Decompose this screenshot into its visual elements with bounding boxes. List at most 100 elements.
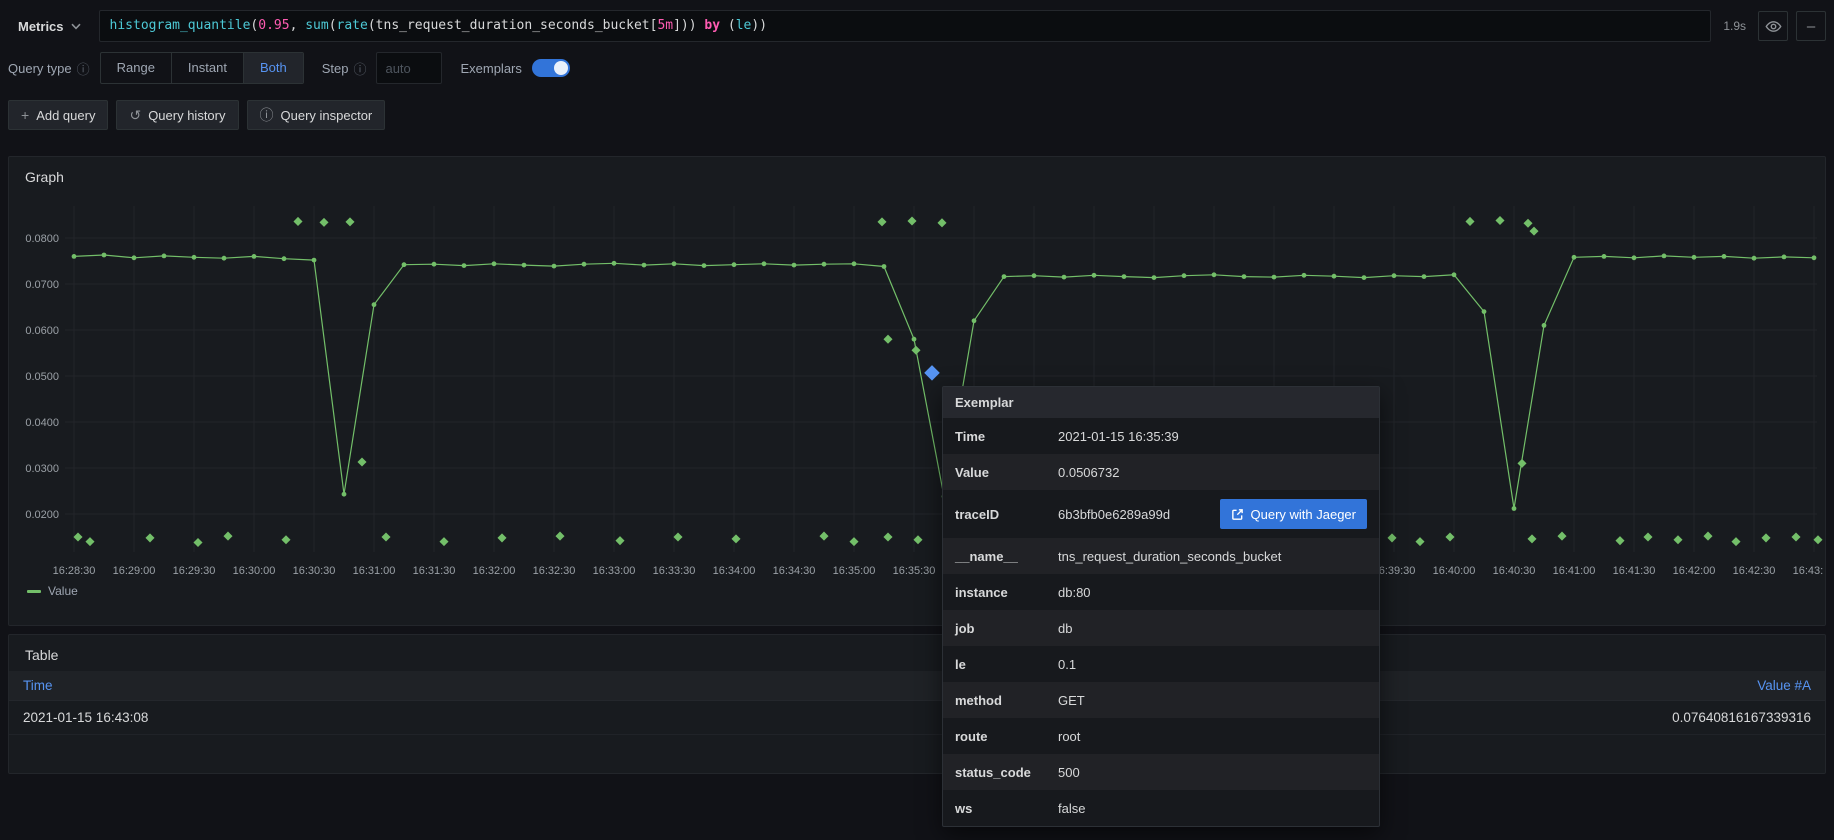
collapse-query-button[interactable]: –: [1796, 11, 1826, 41]
graph-panel-title[interactable]: Graph: [25, 169, 64, 185]
data-point[interactable]: [1691, 254, 1697, 260]
data-point[interactable]: [71, 254, 77, 259]
data-point[interactable]: [1181, 273, 1187, 279]
data-point[interactable]: [881, 264, 887, 269]
exemplar-diamond[interactable]: [849, 537, 859, 547]
data-point[interactable]: [491, 261, 497, 267]
timeseries-chart[interactable]: 16:28:30 16:29:00 16:29:30 16:30:00 16:30:30…: [11, 200, 1823, 580]
exemplar-diamond[interactable]: [439, 537, 449, 547]
exemplar-diamond[interactable]: [193, 537, 203, 548]
exemplar-diamond[interactable]: [1465, 216, 1475, 226]
exemplar-diamond[interactable]: [345, 217, 355, 227]
data-point[interactable]: [581, 261, 587, 267]
legend[interactable]: Value: [9, 584, 1825, 598]
data-point[interactable]: [1721, 254, 1727, 259]
data-point[interactable]: [1121, 274, 1127, 279]
data-point[interactable]: [251, 254, 257, 259]
data-point[interactable]: [1631, 255, 1637, 261]
data-point[interactable]: [1481, 309, 1487, 314]
exemplar-diamond[interactable]: [1813, 535, 1823, 545]
data-point[interactable]: [1271, 274, 1277, 280]
data-point[interactable]: [371, 302, 377, 308]
exemplar-diamond[interactable]: [911, 345, 921, 355]
exemplar-diamond[interactable]: [145, 533, 155, 543]
table-panel-title[interactable]: Table: [25, 647, 59, 663]
data-point[interactable]: [1601, 254, 1607, 259]
data-point[interactable]: [551, 263, 557, 269]
query-with-jaeger-button[interactable]: Query with Jaeger: [1219, 499, 1367, 529]
column-header[interactable]: Value #A: [1757, 678, 1811, 693]
data-point[interactable]: [671, 261, 677, 267]
data-point[interactable]: [311, 257, 317, 263]
exemplar-diamond[interactable]: [1445, 532, 1455, 542]
data-point[interactable]: [1571, 254, 1577, 260]
data-point[interactable]: [1331, 273, 1337, 279]
exemplar-diamond[interactable]: [555, 531, 565, 541]
exemplar-diamond[interactable]: [1615, 536, 1625, 546]
exemplar-diamond[interactable]: [1703, 531, 1713, 541]
data-point[interactable]: [191, 254, 197, 260]
query-history-button[interactable]: ↺ Query history: [116, 100, 239, 130]
data-point[interactable]: [1091, 272, 1097, 278]
data-point[interactable]: [821, 261, 827, 267]
exemplar-diamond[interactable]: [819, 531, 829, 541]
exemplar-diamond[interactable]: [615, 536, 625, 546]
exemplar-diamond[interactable]: [1495, 215, 1505, 226]
exemplar-diamond[interactable]: [731, 534, 741, 544]
data-point[interactable]: [761, 261, 767, 267]
data-point[interactable]: [851, 261, 857, 267]
data-point[interactable]: [1451, 272, 1457, 278]
data-point[interactable]: [101, 252, 107, 258]
data-point[interactable]: [521, 262, 527, 268]
exemplar-diamond[interactable]: [1527, 534, 1537, 544]
data-point[interactable]: [971, 318, 977, 324]
data-point[interactable]: [431, 261, 437, 267]
exemplar-diamond[interactable]: [883, 334, 893, 344]
data-point[interactable]: [461, 263, 467, 268]
exemplar-diamond[interactable]: [293, 216, 303, 226]
exemplar-diamond[interactable]: [223, 531, 233, 541]
exemplar-diamond[interactable]: [1529, 226, 1539, 236]
exemplar-diamond[interactable]: [381, 532, 391, 542]
exemplar-diamond[interactable]: [1523, 218, 1533, 228]
exemplar-diamond[interactable]: [85, 537, 95, 547]
data-point[interactable]: [1541, 323, 1547, 328]
data-point[interactable]: [131, 255, 137, 261]
data-point[interactable]: [161, 253, 167, 259]
data-point[interactable]: [1241, 274, 1247, 279]
data-point[interactable]: [341, 491, 347, 497]
column-header[interactable]: Time: [23, 678, 53, 693]
table-row[interactable]: 2021-01-15 16:43:08 0.07640816167339316: [9, 701, 1825, 735]
exemplar-diamond[interactable]: [1761, 533, 1771, 543]
data-point[interactable]: [701, 263, 707, 268]
query-type-instant[interactable]: Instant: [170, 53, 243, 83]
data-point[interactable]: [1511, 506, 1517, 511]
exemplar-diamond[interactable]: [1791, 532, 1801, 542]
selected-exemplar-diamond[interactable]: [924, 365, 940, 381]
exemplar-diamond[interactable]: [937, 218, 947, 228]
data-point[interactable]: [1811, 255, 1817, 261]
data-point[interactable]: [1151, 275, 1157, 280]
exemplar-diamond[interactable]: [73, 532, 83, 542]
exemplar-diamond[interactable]: [497, 533, 507, 543]
data-point[interactable]: [1211, 272, 1217, 278]
data-point[interactable]: [1001, 274, 1007, 279]
exemplar-diamond[interactable]: [319, 217, 329, 227]
data-point[interactable]: [281, 256, 287, 262]
exemplar-diamond[interactable]: [1643, 532, 1653, 542]
query-type-range[interactable]: Range: [101, 53, 171, 83]
exemplar-diamond[interactable]: [883, 532, 893, 542]
exemplar-diamond[interactable]: [1415, 537, 1425, 547]
data-point[interactable]: [731, 262, 737, 268]
data-point[interactable]: [1421, 274, 1427, 279]
add-query-button[interactable]: + Add query: [8, 100, 109, 130]
data-point[interactable]: [1661, 253, 1667, 259]
query-type-both[interactable]: Both: [242, 53, 303, 83]
data-point[interactable]: [641, 262, 647, 268]
exemplar-diamond[interactable]: [1673, 535, 1683, 545]
data-point[interactable]: [221, 255, 227, 261]
disable-query-button[interactable]: [1758, 11, 1788, 41]
data-point[interactable]: [1031, 273, 1037, 279]
data-point[interactable]: [1361, 275, 1367, 280]
exemplar-diamond[interactable]: [913, 535, 923, 545]
